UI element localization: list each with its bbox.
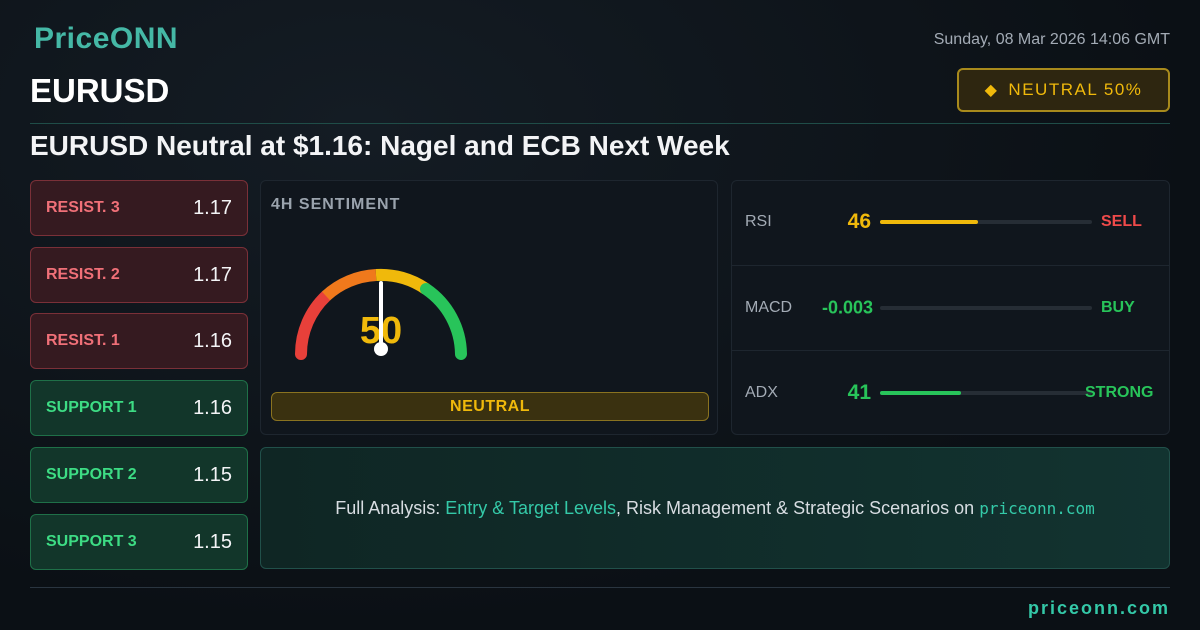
brand: PriceONN xyxy=(34,22,179,55)
indicator-fill xyxy=(880,220,978,224)
indicator-track xyxy=(880,306,1092,310)
indicator-track xyxy=(880,391,1092,395)
cta-prefix: Full Analysis: xyxy=(335,497,446,518)
gauge-arc xyxy=(295,290,332,360)
level-value: 1.16 xyxy=(193,329,232,352)
level: SUPPORT 1 1.16 xyxy=(30,380,248,436)
cta-site: priceonn.com xyxy=(979,498,1095,518)
level-value: 1.15 xyxy=(193,530,232,553)
cta-highlight: Entry & Target Levels xyxy=(445,497,617,518)
indicator-signal: SELL xyxy=(1101,213,1142,230)
level-label: SUPPORT 2 xyxy=(46,466,137,483)
divider xyxy=(30,123,1170,124)
level-value: 1.17 xyxy=(193,196,232,219)
indicator-signal: STRONG xyxy=(1085,384,1154,401)
gauge: 50 xyxy=(295,268,467,360)
gauge-arc xyxy=(420,283,467,360)
indicator-row: ADX 41 STRONG xyxy=(731,351,1170,436)
indicator-row: MACD -0.003 BUY xyxy=(731,266,1170,351)
level-label: RESIST. 1 xyxy=(46,332,120,349)
headline: EURUSD Neutral at $1.16: Nagel and ECB N… xyxy=(30,130,730,161)
indicator-row: RSI 46 SELL xyxy=(731,180,1170,265)
level: RESIST. 3 1.17 xyxy=(30,180,248,236)
indicator-fill xyxy=(880,391,961,395)
level-label: SUPPORT 3 xyxy=(46,533,137,550)
level-value: 1.17 xyxy=(193,263,232,286)
sentiment-label: NEUTRAL xyxy=(271,392,709,421)
level: SUPPORT 2 1.15 xyxy=(30,447,248,503)
gauge-arc xyxy=(321,269,377,301)
date: Sunday, 08 Mar 2026 14:06 GMT xyxy=(933,31,1170,48)
badge: ◆ NEUTRAL 50% xyxy=(957,68,1170,112)
level: RESIST. 1 1.16 xyxy=(30,313,248,369)
indicator-name: ADX xyxy=(745,384,778,401)
level-label: RESIST. 2 xyxy=(46,266,120,283)
cta-middle: , Risk Management & Strategic Scenarios … xyxy=(616,497,980,518)
level: SUPPORT 3 1.15 xyxy=(30,514,248,570)
row-divider xyxy=(732,350,1169,351)
sentiment-title: 4H SENTIMENT xyxy=(271,196,401,213)
indicator-track xyxy=(880,220,1092,224)
level-value: 1.15 xyxy=(193,463,232,486)
needle-hub xyxy=(374,342,388,356)
diamond-icon: ◆ xyxy=(984,82,999,99)
level-value: 1.16 xyxy=(193,396,232,419)
row-divider xyxy=(732,265,1169,266)
indicator-value: -0.003 xyxy=(821,297,873,318)
level: RESIST. 2 1.17 xyxy=(30,247,248,303)
footer-divider xyxy=(30,587,1170,588)
badge-text: NEUTRAL 50% xyxy=(1008,80,1143,99)
indicator-value: 41 xyxy=(847,381,871,404)
level-label: RESIST. 3 xyxy=(46,199,120,216)
indicator-name: RSI xyxy=(745,213,772,230)
cta-panel: Full Analysis: Entry & Target Levels, Ri… xyxy=(260,447,1170,569)
sentiment-panel: 4H SENTIMENT 50 NEUTRAL xyxy=(260,180,718,435)
indicator-name: MACD xyxy=(745,299,793,316)
footer-site: priceonn.com xyxy=(1027,598,1170,618)
indicator-signal: BUY xyxy=(1101,299,1135,316)
level-label: SUPPORT 1 xyxy=(46,399,137,416)
symbol: EURUSD xyxy=(30,72,170,109)
indicator-value: 46 xyxy=(847,210,871,233)
gauge-arc xyxy=(375,268,430,295)
